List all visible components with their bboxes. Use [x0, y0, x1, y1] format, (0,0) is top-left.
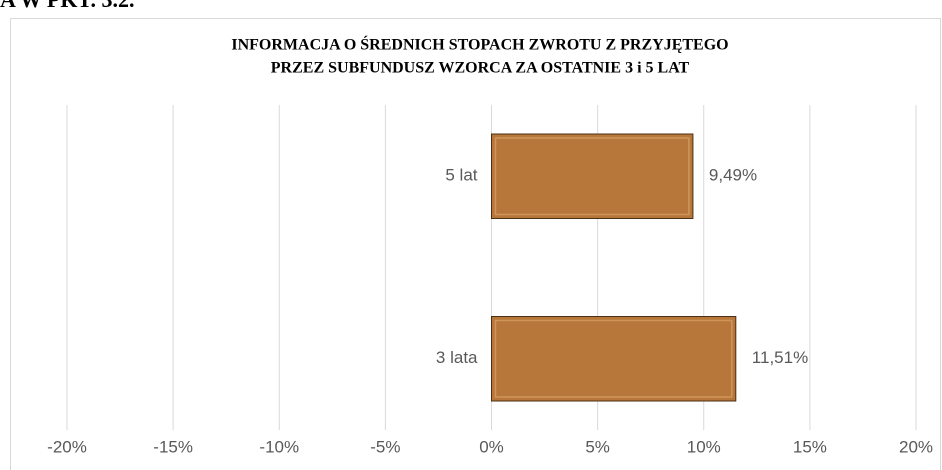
data-label: 9,49%	[709, 166, 757, 185]
bar	[491, 133, 694, 219]
data-label: 11,51%	[752, 348, 808, 367]
y-tick-label: 3 lata	[436, 348, 478, 367]
x-tick-label: 20%	[899, 437, 933, 456]
x-tick-label: 15%	[793, 437, 827, 456]
x-tick-label: -20%	[47, 437, 87, 456]
x-tick-label: -10%	[259, 437, 299, 456]
x-tick-label: 0%	[479, 437, 504, 456]
chart-title: INFORMACJA O ŚREDNICH STOPACH ZWROTU Z P…	[231, 35, 728, 54]
x-tick-label: 5%	[585, 437, 610, 456]
x-tick-label: -15%	[153, 437, 193, 456]
x-tick-label: 10%	[687, 437, 721, 456]
chart-title: PRZEZ SUBFUNDUSZ WZORCA ZA OSTATNIE 3 i …	[271, 60, 690, 77]
heading: A W PKT. 3.2.	[0, 0, 134, 12]
bar-bevel	[494, 319, 733, 398]
chart-frame	[10, 18, 941, 470]
y-tick-label: 5 lat	[445, 166, 477, 185]
x-tick-label: -5%	[370, 437, 400, 456]
bar	[491, 316, 737, 402]
bar-bevel	[494, 137, 690, 216]
